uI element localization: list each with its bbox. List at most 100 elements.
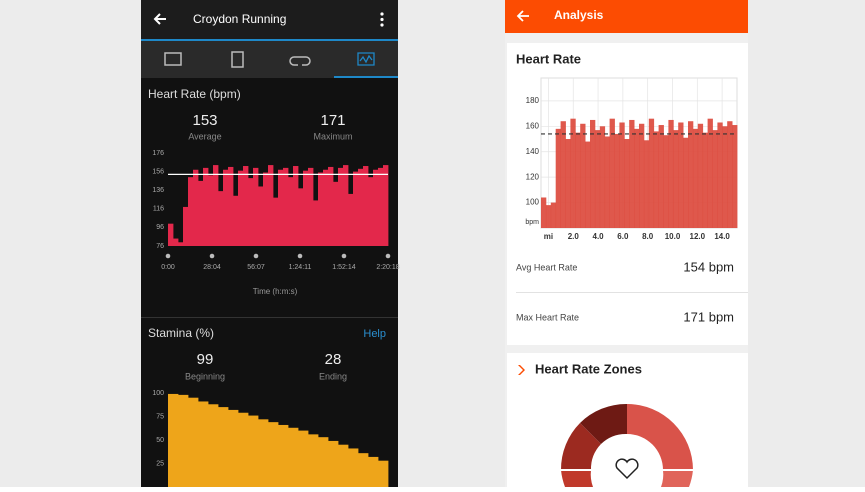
area-column <box>732 125 738 228</box>
y-tick-label: 96 <box>156 224 164 231</box>
area-column <box>218 191 224 246</box>
area-column <box>663 135 669 228</box>
area-column <box>624 139 630 228</box>
area-column <box>727 121 733 228</box>
card-title: Heart Rate Zones <box>535 361 642 376</box>
area-column <box>541 197 547 228</box>
area-column <box>198 180 204 246</box>
section-title: Heart Rate (bpm) <box>148 87 241 101</box>
area-column <box>368 177 374 246</box>
area-column <box>580 123 586 228</box>
y-tick-label: 100 <box>526 198 540 207</box>
area-column <box>378 167 384 246</box>
area-column <box>318 172 324 246</box>
zones-donut <box>560 403 693 487</box>
area-column <box>575 132 581 228</box>
area-column <box>555 128 561 228</box>
area-column <box>243 166 249 246</box>
x-tick-label: 2.0 <box>568 232 580 241</box>
area-column <box>545 205 552 228</box>
area-column <box>298 188 304 246</box>
area-column <box>308 167 314 246</box>
area-column <box>702 132 708 228</box>
stat-label: Maximum <box>313 131 352 141</box>
x-tick-label: 28:04 <box>203 264 221 271</box>
y-tick-label: 120 <box>526 172 540 181</box>
y-tick-label: 75 <box>156 413 164 420</box>
area-column <box>213 165 219 246</box>
back-button[interactable] <box>516 10 529 22</box>
x-tick-mark <box>165 253 171 259</box>
x-tick-mark <box>341 253 347 259</box>
area-column <box>188 177 194 246</box>
area-column <box>203 167 209 246</box>
area-column <box>248 415 259 487</box>
stat-value: 153 <box>192 112 217 129</box>
area-column <box>328 166 334 246</box>
area-column <box>238 412 249 487</box>
stat-label: Beginning <box>185 371 225 381</box>
area-column <box>258 186 264 246</box>
area-column <box>208 175 214 246</box>
area-column <box>653 131 659 228</box>
area-column <box>673 130 679 228</box>
stat-value: 171 bpm <box>683 309 734 324</box>
area-column <box>338 444 349 487</box>
area-column <box>268 165 274 246</box>
stat-value: 99 <box>197 351 214 368</box>
x-tick-mark <box>297 253 303 259</box>
tab-laps[interactable] <box>289 56 311 66</box>
screen-title: Analysis <box>554 8 604 22</box>
area-column <box>168 393 179 487</box>
strava-header <box>505 0 748 33</box>
area-column <box>248 178 254 246</box>
y-tick-label: 156 <box>152 168 164 175</box>
y-tick-label: 100 <box>152 390 164 397</box>
area-column <box>178 394 189 487</box>
area-column <box>318 437 329 487</box>
area-column <box>258 419 269 487</box>
menu-button[interactable] <box>380 12 384 27</box>
help-link[interactable]: Help <box>363 328 386 340</box>
activity-title: Croydon Running <box>193 12 286 26</box>
back-button[interactable] <box>153 13 166 25</box>
area-column <box>383 165 389 246</box>
area-column <box>323 169 329 246</box>
tab-charts[interactable] <box>357 52 375 66</box>
area-column <box>268 422 279 487</box>
x-tick-label: 6.0 <box>617 232 629 241</box>
area-column <box>619 122 625 228</box>
area-column <box>198 401 209 487</box>
area-column <box>560 121 566 228</box>
stat-label: Avg Heart Rate <box>516 262 577 272</box>
area-column <box>208 404 219 487</box>
stat-label: Average <box>188 131 221 141</box>
active-tab-indicator <box>334 76 398 78</box>
area-column <box>565 139 571 228</box>
area-column <box>373 169 379 246</box>
x-tick-mark <box>253 253 259 259</box>
x-tick-label: 0:00 <box>161 264 175 271</box>
area-column <box>188 397 199 487</box>
section-title: Stamina (%) <box>148 326 214 340</box>
area-column <box>233 195 239 246</box>
area-column <box>678 122 684 228</box>
x-tick-label: 12.0 <box>690 232 706 241</box>
area-column <box>168 223 174 246</box>
area-column <box>338 167 344 246</box>
area-column <box>599 126 606 228</box>
area-column <box>223 169 229 246</box>
area-column <box>590 119 596 228</box>
area-column <box>594 130 601 228</box>
y-tick-label: 140 <box>526 147 540 156</box>
tab-overview[interactable] <box>164 52 182 66</box>
area-column <box>550 202 557 228</box>
tab-details[interactable] <box>231 51 244 68</box>
area-column <box>328 440 339 487</box>
area-column <box>692 128 699 228</box>
area-column <box>668 119 674 228</box>
area-column <box>263 172 269 246</box>
area-column <box>193 169 199 246</box>
x-tick-label: 56:07 <box>247 264 265 271</box>
